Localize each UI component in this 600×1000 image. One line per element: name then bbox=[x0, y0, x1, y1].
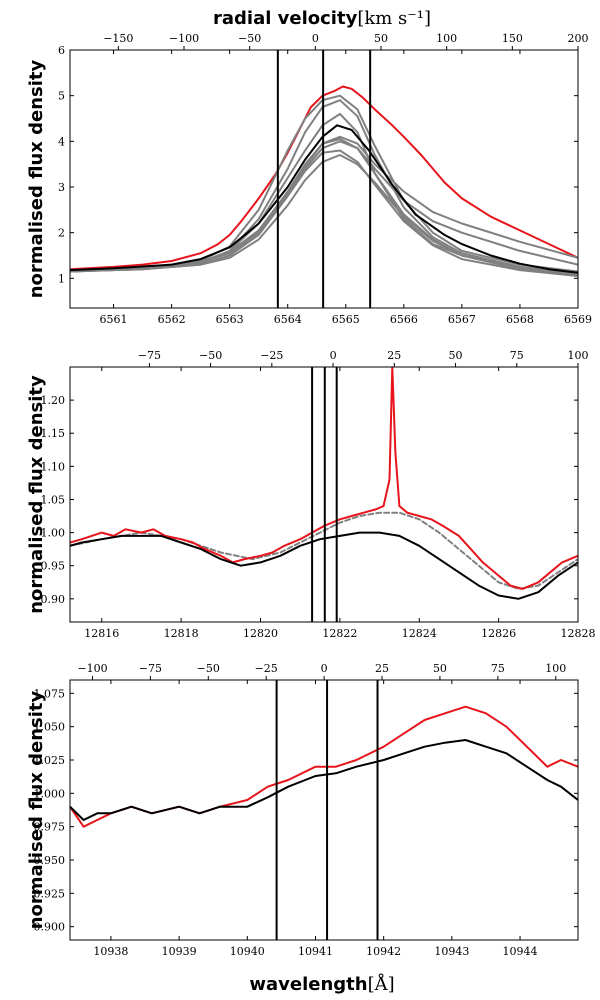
velocity-tick-label: −75 bbox=[138, 349, 161, 362]
y-tick-label: 0.950 bbox=[34, 854, 66, 867]
velocity-tick-label: −25 bbox=[255, 662, 278, 675]
velocity-tick-label: 200 bbox=[568, 32, 589, 45]
velocity-tick-label: 25 bbox=[387, 349, 401, 362]
x-tick-label: 6562 bbox=[158, 313, 186, 326]
x-tick-label: 12828 bbox=[561, 627, 596, 640]
x-tick-label: 12816 bbox=[84, 627, 119, 640]
y-tick-label: 1.025 bbox=[34, 754, 66, 767]
series-mean-spectrum bbox=[70, 124, 578, 274]
velocity-tick-label: 150 bbox=[502, 32, 523, 45]
velocity-tick-label: 100 bbox=[568, 349, 589, 362]
velocity-tick-label: 75 bbox=[491, 662, 505, 675]
series-gray-spectrum-6 bbox=[70, 154, 578, 277]
x-tick-label: 10938 bbox=[93, 945, 128, 958]
series-gray-spectrum-8 bbox=[70, 140, 578, 273]
velocity-tick-label: −75 bbox=[139, 662, 162, 675]
x-tick-label: 6565 bbox=[332, 313, 360, 326]
velocity-tick-label: 50 bbox=[433, 662, 447, 675]
velocity-tick-label: 100 bbox=[545, 662, 566, 675]
y-tick-label: 1.15 bbox=[41, 427, 66, 440]
series-group bbox=[70, 85, 578, 277]
y-tick-label: 2 bbox=[58, 227, 65, 240]
x-tick-label: 6567 bbox=[448, 313, 476, 326]
x-tick-label: 6561 bbox=[100, 313, 128, 326]
x-tick-label: 6569 bbox=[564, 313, 592, 326]
x-tick-label: 10940 bbox=[230, 945, 265, 958]
y-tick-label: 5 bbox=[58, 90, 65, 103]
velocity-tick-label: −50 bbox=[197, 662, 220, 675]
velocity-tick-label: 50 bbox=[374, 32, 388, 45]
bottom-axis-title: wavelength[Å] bbox=[249, 973, 394, 995]
y-axis-label: normalised flux density bbox=[26, 375, 47, 614]
y-tick-label: 0.95 bbox=[41, 560, 66, 573]
y-tick-label: 0.975 bbox=[34, 821, 66, 834]
top-axis-title: radial velocity[km s⁻¹] bbox=[213, 8, 431, 29]
series-red-spectrum bbox=[70, 85, 578, 271]
velocity-tick-label: 0 bbox=[330, 349, 337, 362]
y-tick-label: 0.900 bbox=[34, 921, 66, 934]
x-tick-label: 10944 bbox=[503, 945, 538, 958]
panels: 6561 6562 6563 6564 6565 6566 6567 6568 6569 −150… bbox=[26, 32, 596, 958]
y-tick-label: 1.050 bbox=[34, 721, 66, 734]
velocity-tick-label: 75 bbox=[510, 349, 524, 362]
y-tick-label: 1 bbox=[58, 272, 65, 285]
velocity-tick-label: −50 bbox=[199, 349, 222, 362]
velocity-tick-label: 100 bbox=[436, 32, 457, 45]
y-tick-label: 0.90 bbox=[41, 593, 66, 606]
y-tick-label: 3 bbox=[58, 181, 65, 194]
y-axis-label: normalised flux density bbox=[26, 690, 47, 929]
velocity-tick-label: −150 bbox=[103, 32, 133, 45]
y-tick-label: 1.00 bbox=[41, 527, 66, 540]
x-tick-label: 12826 bbox=[481, 627, 516, 640]
panel-2: 12816 12818 12820 12822 12824 12826 12828 −75 −5… bbox=[26, 349, 596, 640]
y-tick-label: 4 bbox=[58, 135, 65, 148]
y-tick-label: 1.05 bbox=[41, 493, 66, 506]
series-group bbox=[70, 705, 578, 828]
series-red-spectrum bbox=[70, 705, 578, 828]
series-red-spectrum bbox=[70, 367, 578, 590]
x-tick-label: 12822 bbox=[322, 627, 357, 640]
velocity-tick-label: −25 bbox=[260, 349, 283, 362]
series-black-spectrum bbox=[70, 531, 578, 600]
x-tick-label: 12818 bbox=[164, 627, 199, 640]
x-tick-label: 6568 bbox=[506, 313, 534, 326]
velocity-tick-label: −100 bbox=[169, 32, 199, 45]
plot-frame bbox=[69, 366, 579, 623]
x-tick-label: 10941 bbox=[298, 945, 333, 958]
velocity-tick-label: 50 bbox=[449, 349, 463, 362]
x-tick-label: 10939 bbox=[162, 945, 197, 958]
y-axis-label: normalised flux density bbox=[26, 59, 47, 298]
bottom-axis-unit: [Å] bbox=[368, 973, 395, 995]
series-group bbox=[70, 367, 578, 600]
series-black-spectrum bbox=[70, 739, 578, 821]
x-tick-label: 12824 bbox=[402, 627, 437, 640]
x-tick-label: 10943 bbox=[434, 945, 469, 958]
x-tick-label: 6566 bbox=[390, 313, 418, 326]
y-tick-label: 1.10 bbox=[41, 460, 66, 473]
panel-3: 10938 10939 10940 10941 10942 10943 10944 −100 −… bbox=[26, 662, 579, 958]
x-tick-label: 6563 bbox=[216, 313, 244, 326]
velocity-tick-label: −100 bbox=[77, 662, 107, 675]
velocity-tick-label: −50 bbox=[238, 32, 261, 45]
y-tick-label: 1.000 bbox=[34, 787, 66, 800]
panel-1: 6561 6562 6563 6564 6565 6566 6567 6568 6569 −150… bbox=[26, 32, 592, 326]
y-tick-label: 1.075 bbox=[34, 687, 66, 700]
x-tick-label: 10942 bbox=[366, 945, 401, 958]
y-tick-label: 0.925 bbox=[34, 887, 66, 900]
series-gray-spectrum-5 bbox=[70, 149, 578, 277]
x-tick-label: 12820 bbox=[243, 627, 278, 640]
y-tick-label: 6 bbox=[58, 44, 65, 57]
plot-frame bbox=[69, 49, 579, 309]
plot-frame bbox=[69, 679, 579, 941]
velocity-tick-label: 0 bbox=[321, 662, 328, 675]
velocity-tick-label: 0 bbox=[312, 32, 319, 45]
y-tick-label: 1.20 bbox=[41, 394, 66, 407]
x-tick-label: 6564 bbox=[274, 313, 302, 326]
velocity-tick-label: 25 bbox=[375, 662, 389, 675]
top-axis-unit: [km s⁻¹] bbox=[357, 8, 431, 29]
